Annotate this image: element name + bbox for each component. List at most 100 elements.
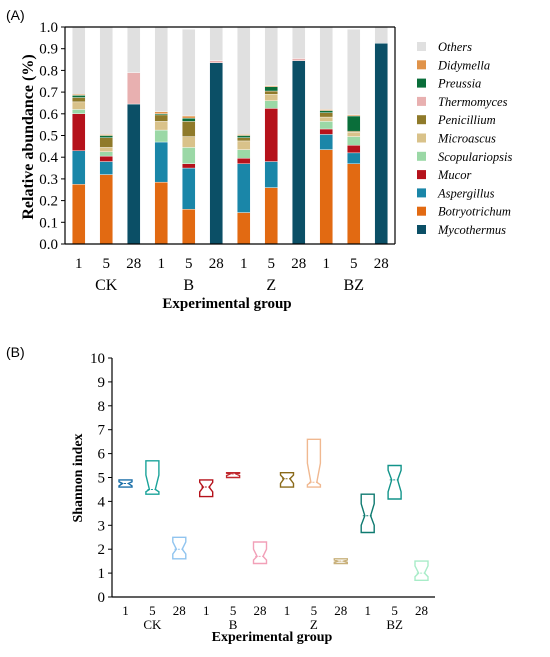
panel-b-violins xyxy=(118,438,429,581)
legend-swatch-mucor xyxy=(417,170,426,180)
bar-segment-preussia xyxy=(72,95,86,98)
bar-segment-microascus xyxy=(154,121,168,131)
panel-a-label: (A) xyxy=(6,7,25,23)
y-tick-label: 6 xyxy=(98,447,106,463)
bar-segment-aspergillus xyxy=(72,150,86,185)
group-label: Z xyxy=(266,277,276,294)
legend-swatch-botryotrichum xyxy=(417,206,426,216)
bar-segment-aspergillus xyxy=(347,152,361,164)
panel-a-x-axis-title: Experimental group xyxy=(162,296,291,312)
legend-label-penicillium: Penicillium xyxy=(437,113,496,127)
bar-segment-mucor xyxy=(319,128,333,135)
bar-segment-preussia xyxy=(182,117,196,122)
bar-segment-mycothermus xyxy=(292,60,306,245)
bar-segment-others xyxy=(72,26,86,95)
bar-segment-microascus xyxy=(347,132,361,137)
x-tick-label: 1 xyxy=(75,256,83,272)
bar-segment-didymella xyxy=(154,111,168,114)
legend-swatch-aspergillus xyxy=(417,188,426,198)
violin-5 xyxy=(387,464,402,500)
bar-segment-others xyxy=(209,26,223,61)
bar-segment-microascus xyxy=(99,147,113,152)
group-label: B xyxy=(229,617,238,632)
bar-segment-others xyxy=(182,28,196,117)
legend-label-botryotrichum: Botryotrichum xyxy=(438,205,511,219)
bar-segment-penicillium xyxy=(154,114,168,122)
bar-segment-thermomyces xyxy=(127,72,141,105)
bar-segment-mucor xyxy=(99,155,113,162)
bar-segment-microascus xyxy=(319,116,333,122)
bar-segment-others xyxy=(319,26,333,110)
legend-label-scopulariopsis: Scopulariopsis xyxy=(438,150,512,164)
x-tick-label: 5 xyxy=(149,603,156,618)
bar-segment-microascus xyxy=(237,140,251,150)
y-tick-label: 0.8 xyxy=(39,63,58,79)
y-tick-label: 0.6 xyxy=(39,107,58,123)
x-tick-label: 1 xyxy=(284,603,291,618)
legend-swatch-penicillium xyxy=(417,115,426,125)
group-label: Z xyxy=(310,617,318,632)
x-tick-label: 5 xyxy=(230,603,237,618)
x-tick-label: 1 xyxy=(323,256,331,272)
bar-segment-others xyxy=(154,26,168,112)
legend-label-mucor: Mucor xyxy=(437,168,471,182)
violin-1 xyxy=(279,472,295,488)
y-tick-label: 9 xyxy=(98,375,106,391)
bar-segment-botryotrichum xyxy=(237,212,251,245)
bar-segment-microascus xyxy=(264,94,278,101)
bar-segment-mucor xyxy=(347,145,361,154)
bar-segment-thermomyces xyxy=(209,60,223,64)
x-tick-label: 5 xyxy=(268,256,276,272)
x-tick-label: 28 xyxy=(291,256,306,272)
y-tick-label: 0.3 xyxy=(39,172,58,188)
legend-label-aspergillus: Aspergillus xyxy=(437,186,495,200)
group-label: B xyxy=(183,277,194,294)
x-tick-label: 5 xyxy=(103,256,111,272)
panel-b-group-labels: CK B Z BZ xyxy=(143,617,403,632)
legend-swatch-others xyxy=(417,42,426,51)
y-tick-label: 0.7 xyxy=(39,85,58,101)
y-tick-label: 7 xyxy=(98,423,106,439)
bar-segment-penicillium xyxy=(319,112,333,118)
bar-segment-scopulariopsis xyxy=(72,109,86,114)
bar-segment-scopulariopsis xyxy=(154,129,168,143)
y-tick-label: 0.4 xyxy=(39,150,58,166)
y-tick-label: 0.1 xyxy=(39,215,58,231)
bar-segment-mycothermus xyxy=(127,103,141,245)
bar-segment-microascus xyxy=(72,101,86,110)
legend-label-preussia: Preussia xyxy=(437,77,481,91)
bar-segment-botryotrichum xyxy=(182,209,196,245)
bar-segment-preussia xyxy=(264,86,278,92)
group-label: BZ xyxy=(344,277,364,294)
bar-segment-botryotrichum xyxy=(99,174,113,245)
panel-a-bars xyxy=(72,26,388,245)
legend-swatch-mycothermus xyxy=(417,225,426,234)
legend-swatch-preussia xyxy=(417,78,426,88)
bar-segment-aspergillus xyxy=(154,141,168,183)
bar-segment-penicillium xyxy=(72,97,86,103)
bar-segment-others xyxy=(264,26,278,86)
legend-swatch-thermomyces xyxy=(417,96,426,106)
y-tick-label: 1.0 xyxy=(39,20,58,36)
bar-segment-others xyxy=(99,26,113,135)
x-tick-label: 28 xyxy=(126,256,141,272)
x-tick-label: 28 xyxy=(173,603,186,618)
y-tick-label: 1 xyxy=(98,566,106,582)
group-label: CK xyxy=(95,277,118,294)
x-tick-label: 5 xyxy=(185,256,193,272)
x-tick-label: 5 xyxy=(311,603,318,618)
y-tick-label: 0 xyxy=(98,590,106,606)
legend-label-others: Others xyxy=(438,40,472,54)
x-tick-label: 1 xyxy=(364,603,371,618)
bar-segment-aspergillus xyxy=(319,134,333,150)
bar-segment-mucor xyxy=(264,108,278,162)
panel-b-x-axis-title: Experimental group xyxy=(212,630,333,645)
bar-segment-scopulariopsis xyxy=(347,136,361,146)
violin-5 xyxy=(306,438,322,488)
x-tick-label: 1 xyxy=(122,603,129,618)
bar-segment-scopulariopsis xyxy=(182,147,196,164)
x-tick-label: 28 xyxy=(334,603,347,618)
bar-segment-thermomyces xyxy=(292,58,306,61)
